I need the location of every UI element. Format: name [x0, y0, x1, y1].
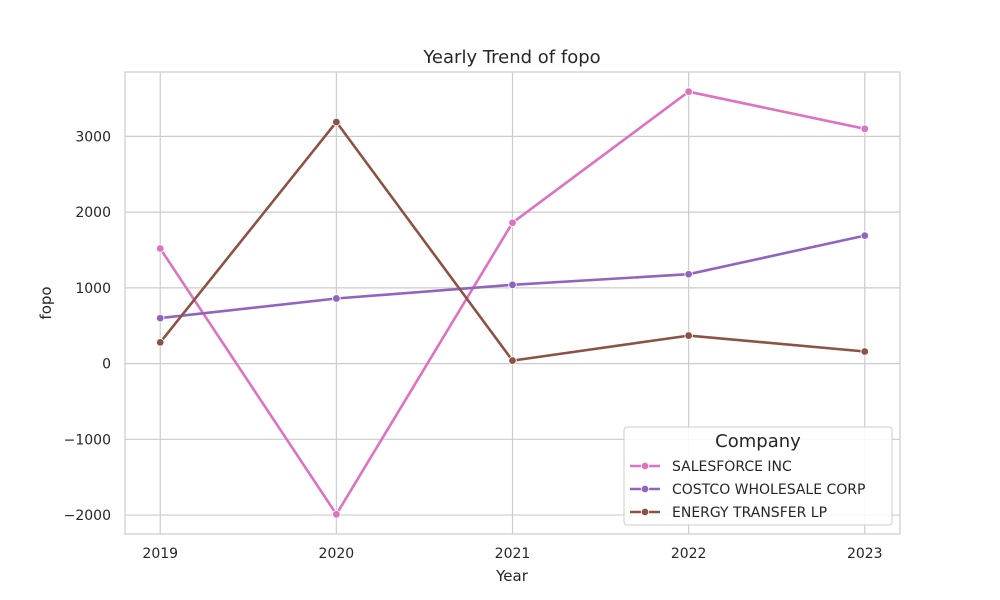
tick-labels: 2019 2020 2021 2022 2023 −2000 −1000 0 1000 2000 3…: [64, 129, 883, 562]
data-point-energy-transfer-lp: [156, 338, 165, 347]
data-point-costco-wholesale-corp: [860, 231, 869, 240]
y-tick-label: 3000: [75, 129, 111, 145]
data-point-costco-wholesale-corp: [156, 313, 165, 323]
legend-title: Company: [715, 431, 801, 452]
data-point-energy-transfer-lp: [508, 356, 517, 365]
legend: Company SALESFORCE INC COSTCO WHOLESALE C…: [623, 426, 893, 526]
legend-label-salesforce-inc: SALESFORCE INC: [672, 459, 792, 475]
x-tick-label: 2020: [319, 546, 355, 562]
x-axis-label: Year: [495, 567, 529, 585]
data-point-costco-wholesale-corp: [684, 270, 693, 279]
data-point-salesforce-inc: [508, 218, 517, 227]
y-tick-label: −2000: [64, 508, 111, 524]
y-tick-label: 0: [102, 357, 111, 373]
y-tick-label: 1000: [75, 281, 111, 297]
plot-area: [124, 71, 901, 535]
x-tick-label: 2021: [495, 546, 531, 562]
legend-entries: SALESFORCE INC COSTCO WHOLESALE CORP ENERG…: [630, 459, 865, 521]
legend-marker-costco-wholesale-corp: [640, 484, 650, 494]
data-point-costco-wholesale-corp: [508, 280, 517, 290]
data-point-energy-transfer-lp: [684, 331, 693, 340]
data-point-salesforce-inc: [156, 244, 165, 253]
data-point-costco-wholesale-corp: [332, 294, 341, 303]
data-point-salesforce-inc: [332, 510, 341, 519]
legend-marker-salesforce-inc: [640, 461, 650, 471]
data-point-energy-transfer-lp: [332, 117, 341, 127]
chart-title: Yearly Trend of fopo: [422, 47, 600, 68]
series-layer: [156, 87, 869, 519]
data-point-energy-transfer-lp: [860, 347, 869, 356]
x-tick-label: 2019: [142, 546, 178, 562]
data-point-salesforce-inc: [860, 124, 869, 134]
y-tick-label: 2000: [75, 205, 111, 221]
legend-box: [623, 426, 893, 526]
legend-marker-energy-transfer-lp: [640, 507, 650, 517]
x-tick-label: 2022: [671, 546, 707, 562]
data-point-salesforce-inc: [684, 87, 693, 96]
y-tick-label: −1000: [64, 432, 111, 448]
legend-label-costco-wholesale-corp: COSTCO WHOLESALE CORP: [672, 482, 865, 498]
legend-label-energy-transfer-lp: ENERGY TRANSFER LP: [672, 505, 827, 521]
y-axis-label: fopo: [37, 286, 55, 319]
x-tick-label: 2023: [847, 546, 883, 562]
